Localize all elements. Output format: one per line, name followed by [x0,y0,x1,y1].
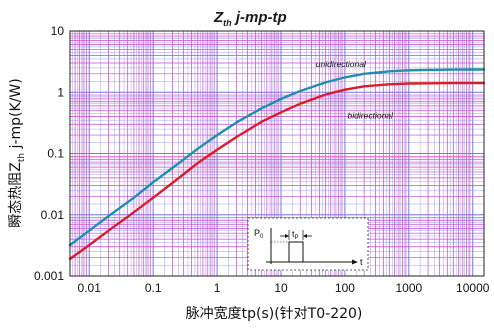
inset-pulse-arrowhead-right [303,234,307,238]
inset-pulse-arrowhead-left [285,234,289,238]
y-axis-label-subscript: th [17,153,27,162]
x-axis-label: 脉冲宽度tp(s)(针对T0-220) [186,305,363,322]
x-tick-label: 10 [274,281,288,295]
x-tick-label: 0.1 [145,281,162,295]
y-tick-label: 0.001 [34,269,64,283]
chart-title: Zth j-mp-tp [213,9,287,28]
y-tick-label: 10 [51,24,65,38]
y-axis-label-suffix: j-mp(K/W) [8,78,24,153]
annotation-unidirectional: unidirectional [316,59,367,69]
inset-y-label: P0 [254,228,264,240]
series-line-bidirectional [68,81,486,261]
y-tick-label: 0.01 [41,208,65,222]
svg-text:瞬态热阻Zth j-mp(K/W): 瞬态热阻Zth j-mp(K/W) [8,78,27,227]
series-line-unidirectional [68,68,486,247]
inset-frame [247,217,369,271]
x-tick-label: 1000 [395,281,422,295]
inset-x-label: t [360,257,363,267]
y-tick-label: 1 [57,85,64,99]
annotation-bidirectional: bidirectional [348,111,394,121]
x-tick-labels: 0.01 0.1 1 10 100 1000 10000 [78,281,490,295]
y-axis-label-prefix: 瞬态热阻Z [8,162,24,228]
x-tick-label: 100 [335,281,355,295]
y-axis-label: 瞬态热阻Zth j-mp(K/W) [8,78,27,227]
inset-pulse-label: tP [292,229,299,241]
x-tick-label: 10000 [456,281,490,295]
x-tick-label: 1 [214,281,221,295]
y-tick-label: 0.1 [47,147,64,161]
y-tick-labels: 0.001 0.01 0.1 1 10 [34,24,64,283]
series-layer [68,68,486,261]
chart-title-subscript: th [223,18,232,28]
inset-pulse [271,241,340,263]
grid [69,30,485,277]
chart-title-rest: j-mp-tp [232,9,287,26]
pulse-inset: P0 t tP [247,217,369,271]
inset-x-arrow [352,259,358,265]
plot-frame [69,30,485,277]
x-tick-label: 0.01 [78,281,102,295]
